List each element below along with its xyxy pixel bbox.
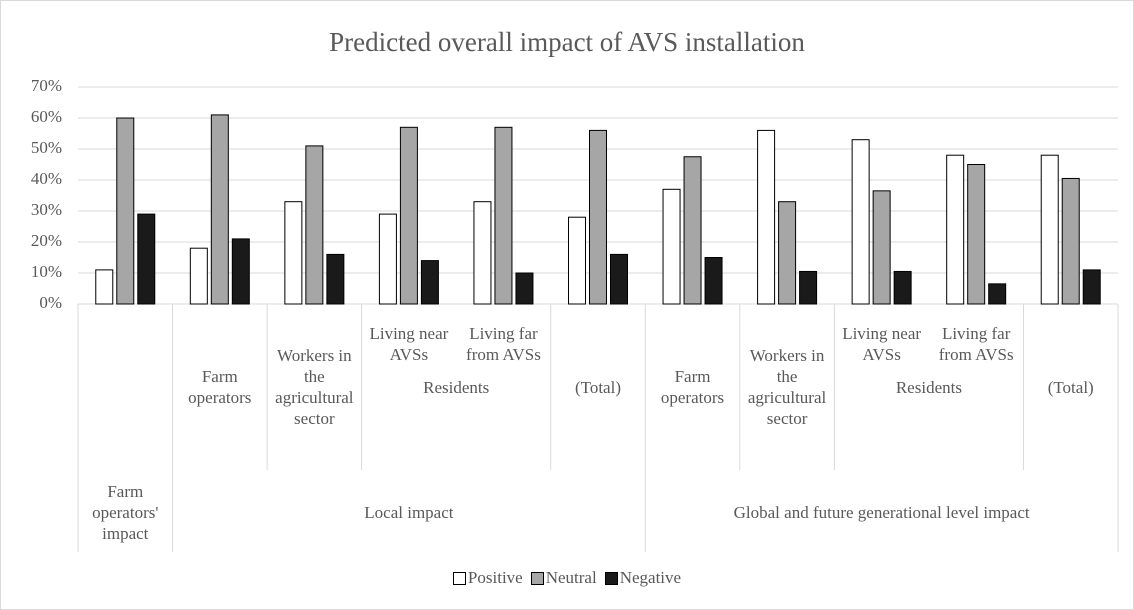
y-tick-label: 10% [31, 262, 62, 281]
bar [284, 201, 303, 305]
category-label: Farm operators [660, 367, 725, 407]
legend: Positive Neutral Negative [0, 568, 1134, 588]
y-tick-label: 30% [31, 200, 62, 219]
chart-title: Predicted overall impact of AVS installa… [329, 27, 805, 57]
category-label: Farm operators [188, 367, 252, 407]
legend-item: Positive [452, 568, 523, 588]
bar [589, 129, 607, 305]
bar [1061, 177, 1080, 305]
y-tick-label: 0% [39, 293, 62, 312]
y-tick-label: 40% [31, 169, 62, 188]
legend-swatch [452, 571, 466, 585]
category-label: Living near AVSs [369, 324, 449, 364]
bar [1082, 269, 1101, 305]
category-group-label: Local impact [364, 502, 454, 522]
bar [946, 154, 965, 305]
category-group-label: Global and future generational level imp… [733, 502, 1030, 522]
bar [778, 201, 797, 305]
bar [704, 257, 723, 305]
legend-swatch [530, 571, 544, 585]
legend-label: Positive [467, 568, 523, 587]
bar [137, 213, 156, 305]
y-tick-label: 20% [31, 231, 62, 250]
bar [799, 270, 818, 305]
category-label: (Total) [574, 377, 621, 397]
category-group-label: Residents [895, 377, 962, 397]
legend-label: Neutral [545, 568, 597, 587]
bar [231, 238, 250, 305]
bar [399, 126, 418, 305]
legend-item: Negative [604, 568, 682, 588]
bar [305, 145, 324, 305]
bar [326, 253, 345, 305]
bar [95, 269, 114, 305]
category-label: Living near AVSs [842, 324, 922, 364]
bar [378, 213, 397, 305]
legend-item: Neutral [530, 568, 597, 588]
bar [1040, 154, 1059, 305]
category-label: (Total) [1047, 377, 1094, 397]
bar [610, 253, 628, 305]
bar [189, 247, 208, 305]
y-tick-label: 50% [31, 138, 62, 157]
category-label: Workers in the agricultural sector [747, 346, 827, 428]
legend-label: Negative [619, 568, 682, 587]
category-group-label: Farm operators' impact [92, 481, 159, 543]
bar [568, 216, 586, 305]
bar [662, 188, 681, 305]
bar [851, 139, 870, 305]
category-group-label: Residents [423, 377, 490, 397]
category-label: Living far from AVSs [466, 324, 541, 364]
bar [494, 126, 513, 305]
y-tick-label: 70% [31, 76, 62, 95]
bar [116, 117, 135, 305]
bar [473, 201, 492, 305]
y-tick-label: 60% [31, 107, 62, 126]
bar [967, 164, 986, 305]
category-label: Living far from AVSs [938, 324, 1014, 364]
bar [893, 270, 912, 305]
bar [515, 272, 534, 305]
bar [683, 156, 702, 305]
bar [872, 190, 891, 305]
bar [420, 260, 439, 305]
bar [210, 114, 229, 305]
bar [988, 283, 1007, 305]
legend-swatch [604, 571, 618, 585]
category-label: Workers in the agricultural sector [275, 346, 354, 428]
bar [757, 129, 776, 305]
